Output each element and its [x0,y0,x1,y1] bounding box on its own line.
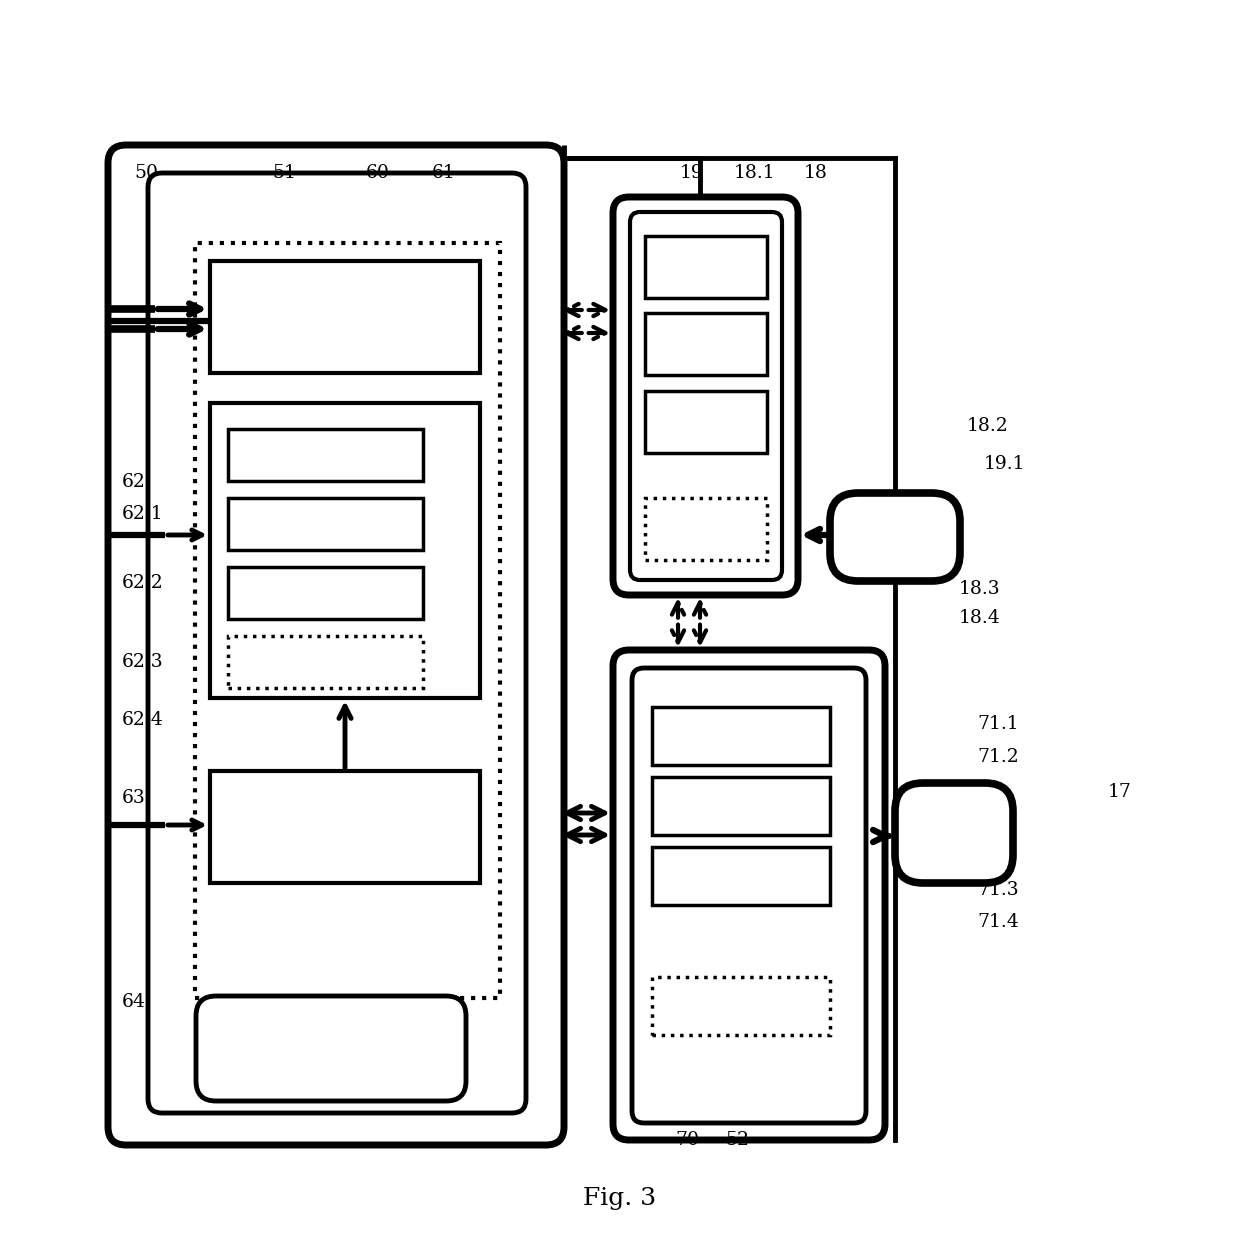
Bar [210,403,480,698]
FancyBboxPatch shape [613,650,885,1140]
Text: 62: 62 [122,474,145,491]
FancyBboxPatch shape [630,212,782,580]
Bar [652,707,830,766]
Bar [652,777,830,834]
Bar [228,637,423,688]
Bar [645,391,768,454]
FancyBboxPatch shape [830,492,960,581]
Text: 19.1: 19.1 [983,455,1024,472]
Text: 70: 70 [676,1131,699,1149]
Text: 61: 61 [432,164,455,182]
Text: 63: 63 [122,789,145,807]
Text: 52: 52 [725,1131,749,1149]
Text: 18.2: 18.2 [967,417,1009,435]
Bar [652,977,830,1035]
Text: 71.2: 71.2 [977,748,1019,766]
Bar [210,261,480,373]
Text: 71.3: 71.3 [977,881,1019,898]
FancyBboxPatch shape [108,145,564,1145]
Text: 18.3: 18.3 [959,580,1001,598]
Text: 64: 64 [122,994,145,1011]
Text: Fig. 3: Fig. 3 [584,1187,656,1209]
Text: 62.4: 62.4 [122,712,164,729]
Bar [210,771,480,883]
FancyBboxPatch shape [148,173,526,1113]
Bar [645,313,768,375]
FancyBboxPatch shape [632,668,866,1123]
Text: 18.1: 18.1 [734,164,776,182]
Text: 17: 17 [1107,783,1131,801]
Text: 62.1: 62.1 [122,505,164,523]
Text: 60: 60 [366,164,389,182]
Bar [652,847,830,905]
Text: 71.1: 71.1 [977,715,1019,733]
Bar [195,243,500,997]
Text: 62.2: 62.2 [122,574,164,591]
Bar [645,236,768,298]
FancyBboxPatch shape [895,783,1013,883]
Bar [228,568,423,619]
Bar [228,497,423,550]
Text: 62.3: 62.3 [122,653,164,670]
Bar [645,497,768,560]
Text: 71.4: 71.4 [977,913,1019,931]
Text: 19: 19 [680,164,703,182]
FancyBboxPatch shape [196,996,466,1101]
Bar [228,429,423,481]
Text: 18.4: 18.4 [959,609,1001,626]
Text: 18: 18 [804,164,827,182]
FancyBboxPatch shape [613,197,799,595]
Text: 50: 50 [134,164,157,182]
Text: 51: 51 [273,164,296,182]
